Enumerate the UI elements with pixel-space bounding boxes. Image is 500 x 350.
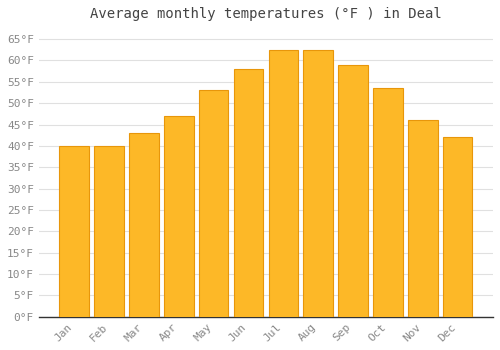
Bar [443,137,472,317]
Bar [234,69,264,317]
Bar [129,133,159,317]
Bar [373,88,402,317]
Bar [268,50,298,317]
Title: Average monthly temperatures (°F ) in Deal: Average monthly temperatures (°F ) in De… [90,7,442,21]
Bar [164,116,194,317]
Bar [94,146,124,317]
Bar [199,90,228,317]
Bar [304,50,333,317]
Bar [338,65,368,317]
Bar [60,146,89,317]
Bar [408,120,438,317]
